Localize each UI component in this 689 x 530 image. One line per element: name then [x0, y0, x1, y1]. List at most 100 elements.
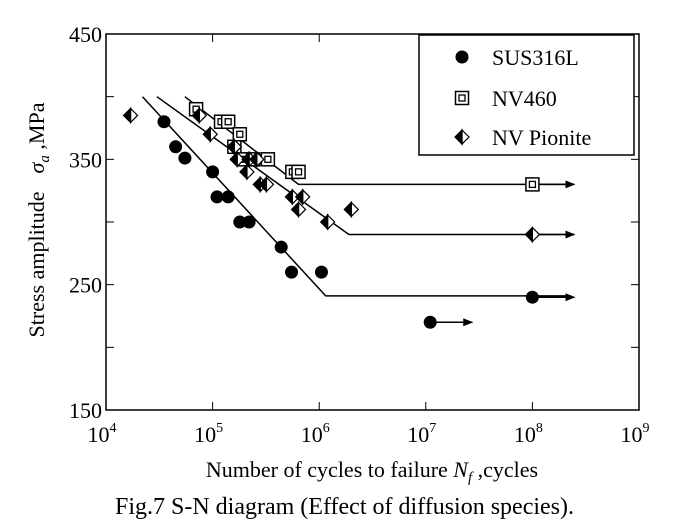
data-point-series-1	[285, 265, 299, 279]
y-tick-label: 150	[69, 398, 102, 423]
marker-half-black	[191, 107, 200, 124]
marker-half-black	[248, 150, 258, 168]
y-tick-labels: 150 250 350 450	[69, 22, 102, 423]
x-tick-exponent: 4	[110, 421, 117, 436]
data-point-series-3	[319, 213, 336, 231]
x-tick-label: 108	[514, 421, 543, 447]
x-axis-label: Number of cycles to failure Nf ,cycles	[206, 457, 538, 486]
marker-inner-square	[458, 94, 466, 102]
y-tick-label: 250	[69, 273, 102, 298]
legend-marker	[454, 128, 470, 146]
data-point-series-3	[343, 201, 360, 218]
data-point-series-3	[229, 150, 246, 168]
x-tick-base: 10	[621, 422, 643, 447]
data-point-series-3	[122, 107, 139, 124]
data-point-series-3	[202, 125, 219, 143]
y-axis-label-symbol: σ	[24, 161, 49, 173]
marker-half-black	[258, 175, 268, 193]
data-point-series-1	[157, 115, 171, 129]
x-tick-label: 106	[301, 421, 330, 447]
data-point-series-1	[242, 215, 256, 229]
fit-line	[141, 96, 571, 297]
data-point-series-2	[220, 114, 236, 129]
legend-label: NV Pionite	[492, 125, 591, 150]
marker-inner-square	[528, 180, 537, 189]
data-point-series-3	[239, 163, 255, 181]
marker-half-black	[524, 226, 533, 243]
marker-half-black	[226, 138, 235, 156]
data-points	[122, 101, 541, 329]
x-tick-label: 104	[88, 421, 117, 447]
legend-items: SUS316L NV460 NV Pionite	[454, 45, 591, 150]
marker-half-white	[327, 213, 336, 231]
marker-half-black	[239, 163, 248, 181]
data-point-series-3	[524, 226, 541, 243]
data-point-series-1	[178, 151, 192, 165]
marker-half-black	[229, 150, 238, 168]
marker-half-black	[294, 188, 304, 206]
marker-half-white	[246, 163, 255, 181]
x-tick-exponent: 5	[216, 421, 223, 436]
marker-half-black	[290, 201, 300, 218]
marker-half-black	[343, 201, 352, 218]
marker-half-black	[454, 128, 463, 146]
marker-half-white	[531, 226, 541, 243]
x-tick-labels: 104 105 106 107 108 109	[88, 421, 650, 447]
plot-frame	[105, 33, 640, 411]
data-point-series-3	[191, 107, 208, 124]
data-point-series-1	[169, 140, 183, 154]
marker-half-black	[319, 213, 329, 231]
legend: SUS316L NV460 NV Pionite	[418, 34, 635, 156]
data-point-series-2	[232, 127, 248, 142]
y-axis-label-subscript: a	[37, 155, 53, 163]
x-tick-base: 10	[194, 422, 216, 447]
data-point-series-1	[423, 315, 437, 329]
legend-label: NV460	[492, 86, 557, 111]
legend-label: SUS316L	[492, 45, 579, 70]
data-point-series-3	[248, 150, 265, 168]
x-axis-label-suffix: ,cycles	[472, 457, 538, 482]
data-point-series-3	[258, 175, 275, 193]
x-tick-base: 10	[514, 422, 536, 447]
x-tick-exponent: 7	[429, 421, 436, 436]
x-tick-exponent: 6	[323, 421, 330, 436]
marker-half-white	[302, 188, 311, 206]
data-point-series-2	[525, 177, 540, 192]
y-axis-label-suffix: ,MPa	[24, 102, 49, 155]
x-tick-exponent: 9	[643, 421, 650, 436]
legend-marker	[454, 90, 470, 106]
marker-half-white	[297, 201, 307, 218]
data-point-series-1	[525, 290, 539, 304]
marker-half-black	[284, 188, 293, 206]
figure-caption: Fig.7 S-N diagram (Effect of diffusion s…	[114, 494, 574, 520]
y-axis-label: Stress amplitude σa ,MPa	[24, 102, 53, 337]
x-tick-exponent: 8	[536, 421, 543, 436]
data-point-series-3	[290, 201, 307, 218]
data-point-series-1	[233, 215, 247, 229]
x-axis-label-subscript: f	[468, 470, 474, 486]
data-point-series-1	[274, 240, 288, 254]
marker-half-white	[350, 201, 360, 218]
marker-inner-square	[264, 155, 272, 163]
x-tick-base: 10	[301, 422, 323, 447]
data-point-series-1	[314, 265, 328, 279]
marker-half-black	[202, 125, 211, 143]
x-tick-base: 10	[407, 422, 429, 447]
runout-arrows	[430, 180, 576, 327]
x-tick-base: 10	[88, 422, 110, 447]
marker-half-white	[129, 107, 139, 124]
marker-inner-square	[224, 118, 232, 126]
data-point-series-3	[294, 188, 311, 206]
data-point-series-1	[210, 190, 224, 204]
marker-half-black	[122, 107, 132, 124]
x-tick-label: 109	[621, 421, 650, 447]
data-point-series-1	[206, 165, 220, 179]
y-tick-label: 450	[69, 22, 102, 47]
x-tick-label: 107	[407, 421, 436, 447]
data-point-series-3	[226, 138, 243, 156]
x-axis-label-prefix: Number of cycles to failure	[206, 457, 453, 482]
legend-marker	[455, 50, 469, 64]
marker-inner-square	[294, 168, 303, 176]
data-point-series-2	[291, 164, 306, 180]
